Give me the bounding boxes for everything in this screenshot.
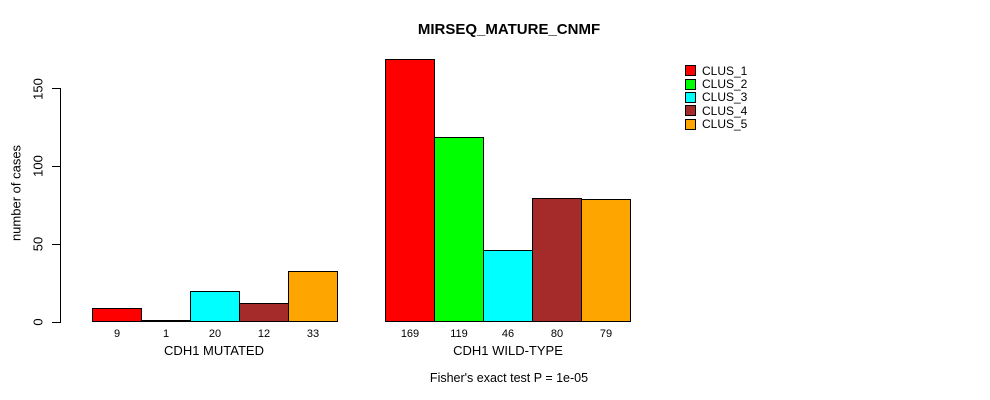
legend-swatch-clus_2 (685, 78, 696, 90)
bar-value-label: 119 (450, 328, 468, 340)
y-tick-mark-50 (52, 243, 60, 245)
bar-clus_2-group1 (141, 320, 191, 322)
bar-clus_4-group2 (532, 198, 582, 322)
y-axis-line (60, 88, 61, 323)
bar-value-label: 33 (306, 328, 320, 340)
legend-label: CLUS_5 (702, 117, 748, 132)
y-tick-label-50: 50 (30, 236, 46, 252)
legend: CLUS_1 CLUS_2 CLUS_3 CLUS_4 CLUS_5 (685, 64, 747, 131)
bar-value-label: 46 (501, 328, 515, 340)
bar-clus_5-group1 (288, 271, 338, 322)
y-tick-mark-100 (52, 165, 60, 167)
legend-label: CLUS_3 (702, 90, 748, 105)
legend-label: CLUS_1 (702, 63, 748, 78)
legend-swatch-clus_5 (685, 118, 696, 130)
y-tick-label-0: 0 (30, 318, 46, 326)
legend-swatch-clus_1 (685, 65, 696, 77)
bar-value-label: 9 (113, 328, 121, 340)
group-label-cdh1-mutated: CDH1 MUTATED (164, 343, 264, 358)
bar-value-label: 79 (599, 328, 613, 340)
y-axis-label: number of cases (8, 144, 24, 242)
bar-value-label: 169 (400, 328, 420, 340)
legend-label: CLUS_4 (702, 103, 748, 118)
y-tick-mark-0 (52, 321, 60, 323)
bar-clus_2-group2 (434, 137, 484, 322)
bar-value-label: 1 (162, 328, 170, 340)
legend-swatch-clus_4 (685, 105, 696, 117)
legend-swatch-clus_3 (685, 91, 696, 103)
group-label-cdh1-wild-type: CDH1 WILD-TYPE (453, 343, 563, 358)
legend-row-clus_2: CLUS_2 (685, 77, 747, 90)
y-tick-label-150: 150 (30, 77, 46, 100)
bar-clus_1-group1 (92, 308, 142, 322)
y-tick-mark-150 (52, 88, 60, 90)
legend-row-clus_5: CLUS_5 (685, 118, 747, 131)
bar-value-label: 80 (550, 328, 564, 340)
chart-title: MIRSEQ_MATURE_CNMF (417, 21, 601, 38)
bar-clus_1-group2 (385, 59, 435, 322)
legend-row-clus_1: CLUS_1 (685, 64, 747, 77)
y-tick-label-100: 100 (30, 155, 46, 178)
bar-value-label: 20 (208, 328, 222, 340)
bar-clus_4-group1 (239, 303, 289, 322)
bar-clus_3-group1 (190, 291, 240, 322)
bar-value-label: 12 (257, 328, 271, 340)
bar-clus_3-group2 (483, 250, 533, 322)
legend-row-clus_4: CLUS_4 (685, 104, 747, 117)
legend-row-clus_3: CLUS_3 (685, 91, 747, 104)
bar-clus_5-group2 (581, 199, 631, 322)
fisher-test-annotation: Fisher's exact test P = 1e-05 (429, 371, 589, 385)
legend-label: CLUS_2 (702, 77, 748, 92)
